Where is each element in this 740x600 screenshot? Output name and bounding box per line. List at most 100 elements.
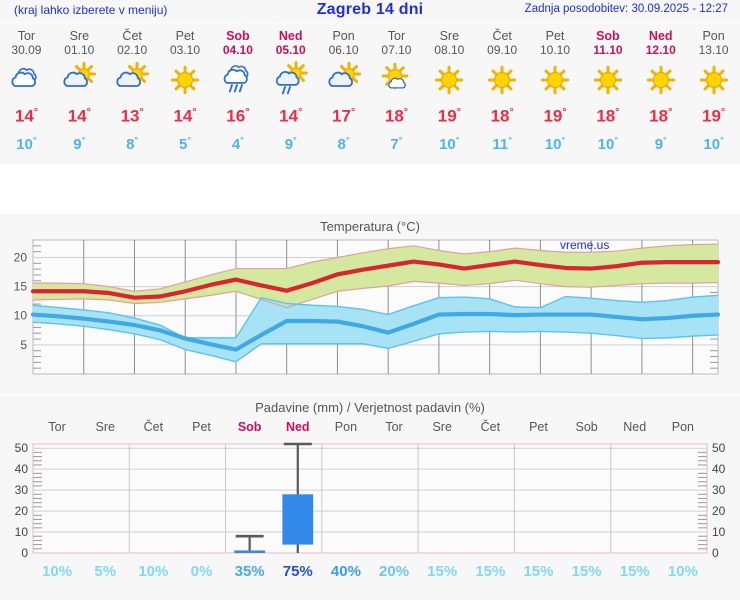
precip-day-label: Pon (334, 420, 358, 434)
min-temperature-value: 5° (159, 129, 212, 156)
precip-day-label: Čet (480, 420, 501, 434)
degree-symbol: ° (245, 106, 250, 118)
max-temp-number: 18 (596, 106, 616, 126)
max-temp-number: 18 (649, 106, 669, 126)
degree-symbol: ° (668, 106, 673, 118)
precip-y-tick-label-left: 50 (15, 441, 29, 455)
precip-day-label: Pet (192, 420, 211, 434)
precip-day-label: Sre (432, 420, 452, 434)
day-date-label: 30.09 (11, 43, 42, 57)
sunny-icon (540, 65, 570, 95)
temp-y-tick-label: 5 (20, 338, 27, 352)
forecast-day-column[interactable]: Ned 12.10 18° 9° (634, 23, 687, 164)
sunny-icon (646, 65, 675, 95)
day-of-week-label: Čet (122, 29, 142, 43)
precip-probability-label: 0% (190, 563, 213, 580)
day-of-week-label: Čet (492, 29, 512, 43)
degree-symbol: ° (134, 134, 139, 145)
precip-day-label: Tor (385, 420, 403, 434)
weather-icon-slot (476, 60, 529, 100)
temp-y-tick-label: 20 (14, 250, 28, 264)
day-date-label: 09.10 (487, 43, 518, 57)
forecast-day-column[interactable]: Pet 03.10 14° 5° (159, 23, 212, 164)
precipitation-probability-row: 10% 5% 10% 0% 35% 75% 40% 20% 15% 15% 15% 15% 15% 10% (33, 563, 707, 585)
degree-symbol: ° (293, 134, 297, 145)
max-temp-number: 18 (490, 106, 510, 126)
top-bar: (kraj lahko izberete v meniju) Zagreb 14… (0, 0, 740, 22)
degree-symbol: ° (508, 134, 512, 145)
cloudy-icon (11, 67, 38, 87)
content-gap (0, 164, 740, 368)
precip-y-tick-label-right: 50 (712, 441, 726, 455)
degree-symbol: ° (456, 106, 461, 118)
precip-y-tick-label-right: 10 (712, 525, 726, 539)
forecast-day-column[interactable]: Ned 05.10 14° 9° (264, 23, 317, 164)
precip-probability-label: 35% (234, 563, 265, 580)
forecast-day-column[interactable]: Tor 30.09 14° 10° (0, 23, 53, 164)
max-temperature-value: 18° (581, 100, 634, 129)
min-temp-number: 10 (544, 135, 562, 153)
forecast-day-column[interactable]: Pon 06.10 17° 8° (317, 23, 370, 164)
precip-day-label: Pet (529, 420, 548, 434)
min-temperature-value: 11° (476, 129, 529, 156)
degree-symbol: ° (139, 106, 144, 118)
day-date-label: 10.10 (540, 43, 571, 57)
day-date-label: 04.10 (222, 43, 253, 57)
max-temperature-value: 19° (687, 100, 740, 129)
max-temperature-value: 19° (423, 100, 476, 129)
degree-symbol: ° (720, 106, 726, 118)
forecast-day-column[interactable]: Sob 04.10 16° 4° (211, 23, 264, 164)
precip-y-tick-label-left: 20 (15, 504, 29, 518)
forecast-day-column[interactable]: Sob 11.10 18° 10° (581, 23, 634, 164)
temperature-plot: 5 10 15 20 (14, 239, 721, 375)
forecast-day-column[interactable]: Pet 10.10 19° 10° (529, 23, 582, 164)
sunny-icon (487, 65, 517, 95)
weather-icon-slot (211, 60, 264, 100)
degree-symbol: ° (187, 134, 192, 145)
min-temp-number: 9 (73, 135, 82, 153)
min-temp-number: 5 (178, 135, 188, 153)
max-temperature-value: 18° (634, 100, 687, 129)
degree-symbol: ° (720, 134, 724, 145)
partly-sunny-icon (116, 61, 150, 87)
precip-day-label: Ned (623, 420, 647, 434)
day-date-label: 02.10 (117, 43, 148, 57)
weather-icon-slot (0, 60, 53, 100)
max-temperature-value: 14° (264, 100, 317, 129)
precip-bar (282, 494, 314, 545)
forecast-day-column[interactable]: Čet 09.10 18 ° 11° (476, 23, 529, 164)
weather-icon-slot (159, 60, 212, 100)
min-temp-number: 8 (337, 135, 346, 153)
forecast-day-column[interactable]: Sre 01.10 14° 9° (53, 23, 106, 164)
forecast-day-column[interactable]: Pon 13.10 19° 10° (687, 23, 740, 164)
forecast-day-column[interactable]: Tor 07.10 18° 7° (370, 23, 423, 164)
precip-y-tick-label-left: 40 (15, 462, 29, 476)
min-temp-number: 4 (231, 135, 241, 153)
min-temperature-value: 10° (687, 129, 740, 156)
temperature-chart: Temperatura (°C) 5 10 15 20 (0, 214, 740, 394)
min-temperature-value: 8° (317, 129, 370, 156)
min-temperature-value: 9° (634, 129, 687, 156)
max-temp-number: 19 (543, 106, 563, 126)
max-temp-number: 14 (279, 106, 299, 126)
forecast-strip: Tor 30.09 14° 10° Sre 01.10 14° 9° Čet 02.10 13° 8°… (0, 23, 740, 164)
day-of-week-label: Pon (332, 29, 355, 43)
min-temp-number: 7 (390, 135, 399, 153)
day-of-week-label: Ned (278, 29, 303, 43)
precip-probability-label: 15% (523, 563, 554, 580)
precip-day-label: Sre (95, 420, 115, 434)
forecast-day-column[interactable]: Čet 02.10 13° 8° (106, 23, 159, 164)
degree-symbol: ° (350, 106, 356, 118)
precip-bar (234, 550, 266, 553)
min-temperature-value: 9° (264, 129, 317, 156)
precipitation-day-labels: Tor Sre Čet Pet Sob Ned Pon Tor Sre Čet Pet Sob Ned P… (33, 420, 707, 438)
min-temperature-value: 10° (581, 129, 634, 156)
max-temp-number: 17 (332, 106, 351, 126)
precip-y-tick-label-left: 0 (21, 546, 28, 560)
degree-symbol: ° (615, 106, 620, 118)
max-temp-number: 14 (67, 106, 87, 126)
forecast-day-column[interactable]: Sre 08.10 19° 10° (423, 23, 476, 164)
min-temp-number: 9 (284, 135, 294, 153)
degree-symbol: ° (398, 134, 403, 145)
max-temperature-value: 13° (106, 100, 159, 129)
